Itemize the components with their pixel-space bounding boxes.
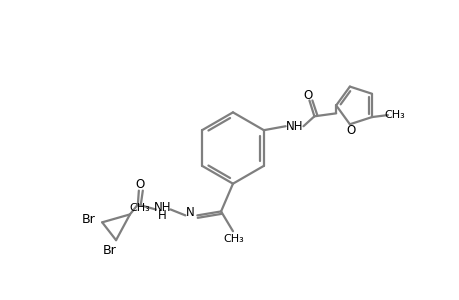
Text: O: O xyxy=(303,89,313,102)
Text: CH₃: CH₃ xyxy=(384,110,404,120)
Text: Br: Br xyxy=(103,244,117,256)
Text: O: O xyxy=(346,124,355,137)
Text: CH₃: CH₃ xyxy=(129,203,150,214)
Text: H: H xyxy=(158,209,167,222)
Text: Br: Br xyxy=(81,213,95,226)
Text: CH₃: CH₃ xyxy=(223,234,244,244)
Text: N: N xyxy=(185,206,194,219)
Text: O: O xyxy=(135,178,144,191)
Text: NH: NH xyxy=(154,201,171,214)
Text: NH: NH xyxy=(285,120,302,133)
